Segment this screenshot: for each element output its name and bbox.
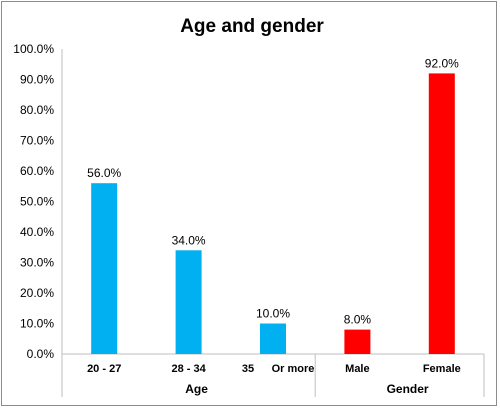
category-label: Or more bbox=[272, 363, 315, 375]
y-tick-label: 80.0% bbox=[20, 103, 54, 117]
y-tick-label: 60.0% bbox=[20, 164, 54, 178]
data-label: 92.0% bbox=[425, 56, 459, 70]
data-label: 8.0% bbox=[344, 313, 372, 327]
data-label: 34.0% bbox=[172, 233, 206, 247]
category-label: 28 - 34 bbox=[171, 363, 206, 375]
group-label: Age bbox=[185, 382, 208, 396]
bar bbox=[344, 329, 371, 354]
y-tick-label: 100.0% bbox=[13, 42, 54, 56]
category-label: Female bbox=[423, 363, 461, 375]
y-tick-label: 40.0% bbox=[20, 225, 54, 239]
y-tick-label: 70.0% bbox=[20, 134, 54, 148]
bar bbox=[175, 250, 202, 354]
group-label: Gender bbox=[387, 382, 429, 396]
data-label: 10.0% bbox=[256, 307, 290, 321]
y-tick-label: 30.0% bbox=[20, 256, 54, 270]
y-tick-label: 50.0% bbox=[20, 195, 54, 209]
y-tick-label: 10.0% bbox=[20, 317, 54, 331]
y-tick-label: 20.0% bbox=[20, 286, 54, 300]
bar bbox=[260, 323, 286, 354]
chart-title: Age and gender bbox=[180, 16, 324, 37]
category-label: 20 - 27 bbox=[87, 363, 121, 375]
bar bbox=[91, 183, 118, 354]
bar bbox=[428, 73, 455, 355]
y-tick-label: 0.0% bbox=[27, 347, 55, 361]
data-label: 56.0% bbox=[87, 166, 121, 180]
category-label: Male bbox=[345, 363, 369, 375]
category-label: 35 bbox=[242, 363, 254, 375]
y-tick-label: 90.0% bbox=[20, 73, 54, 87]
